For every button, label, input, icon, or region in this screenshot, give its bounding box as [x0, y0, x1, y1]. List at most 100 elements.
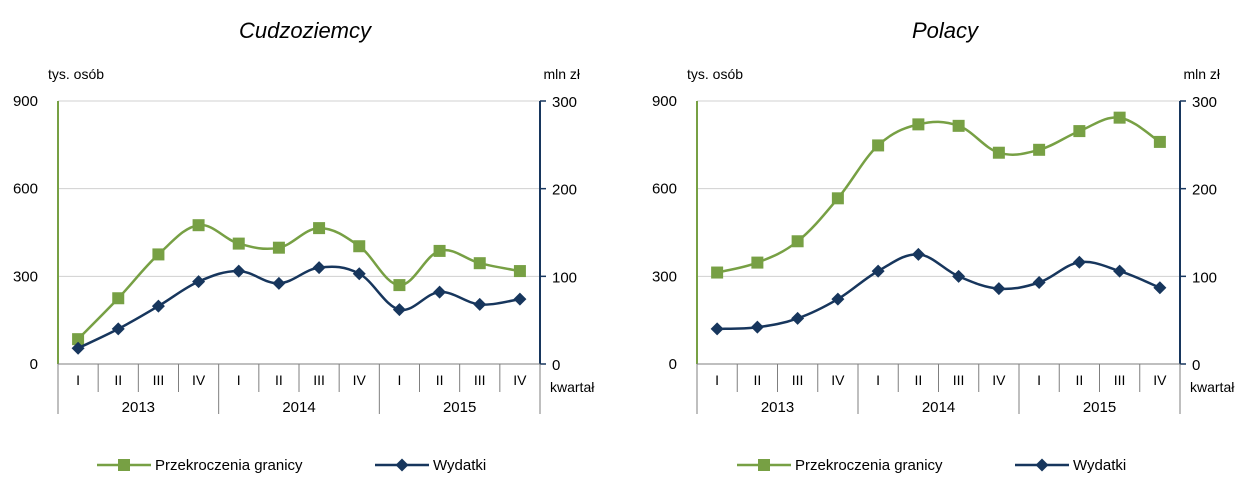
y2-tick-label: 0 [552, 357, 560, 374]
y-axis-label: tys. osób [687, 66, 743, 82]
data-point-diamond [911, 247, 925, 261]
y2-tick-label: 100 [552, 269, 577, 286]
y-tick-label: 900 [13, 93, 38, 110]
data-point-square [791, 235, 804, 248]
x-tick-label: I [237, 372, 241, 388]
x-axis-label: kwartał [550, 379, 595, 395]
x-tick-label: IV [513, 372, 527, 388]
y-tick-label: 300 [652, 268, 677, 285]
y-tick-label: 600 [13, 181, 38, 198]
data-point-diamond [871, 264, 885, 278]
chart-panel-0: Cudzoziemcy tys. osób mln zł 0 300 600 900 0 100… [13, 18, 595, 474]
data-point-square [1153, 135, 1166, 148]
data-point-square [72, 333, 85, 346]
data-point-square [393, 279, 406, 292]
data-point-square [831, 192, 844, 205]
data-point-square [711, 266, 724, 279]
series-line [717, 253, 1161, 331]
year-label: 2015 [1083, 399, 1116, 416]
data-point-square [192, 219, 205, 232]
y2-tick-label: 0 [1192, 357, 1200, 374]
data-point-square [513, 265, 526, 278]
data-point-diamond [71, 341, 85, 355]
data-point-diamond [1072, 255, 1086, 269]
data-point-diamond [111, 322, 125, 336]
data-point-diamond [473, 297, 487, 311]
data-point-diamond [151, 299, 165, 313]
y2-tick-label: 100 [1192, 269, 1217, 286]
x-tick-label: IV [1153, 372, 1167, 388]
legend-square-marker [758, 459, 770, 471]
x-tick-label: III [1114, 372, 1126, 388]
x-tick-label: III [474, 372, 486, 388]
y2-tick-label: 300 [1192, 94, 1217, 111]
legend-square-marker [118, 459, 130, 471]
data-point-square [232, 237, 245, 250]
data-point-diamond [392, 303, 406, 317]
data-point-square [1113, 111, 1126, 124]
data-point-square [272, 241, 285, 254]
x-tick-label: II [753, 372, 761, 388]
data-point-diamond [232, 264, 246, 278]
data-point-square [433, 244, 446, 257]
data-point-diamond [952, 269, 966, 283]
x-tick-label: IV [992, 372, 1006, 388]
year-label: 2014 [922, 399, 955, 416]
x-tick-label: I [397, 372, 401, 388]
x-tick-label: II [436, 372, 444, 388]
legend-label: Przekroczenia granicy [155, 457, 303, 474]
x-tick-label: II [275, 372, 283, 388]
data-point-diamond [831, 292, 845, 306]
data-point-square [751, 256, 764, 269]
y2-axis-label: mln zł [1183, 66, 1220, 82]
x-tick-label: II [1075, 372, 1083, 388]
y-axis-label: tys. osób [48, 66, 104, 82]
y-tick-label: 0 [30, 356, 38, 373]
data-point-diamond [192, 275, 206, 289]
data-point-diamond [272, 276, 286, 290]
data-point-square [872, 139, 885, 152]
data-point-square [152, 248, 165, 261]
year-label: 2013 [122, 399, 155, 416]
x-tick-label: I [1037, 372, 1041, 388]
x-tick-label: II [914, 372, 922, 388]
y-tick-label: 0 [669, 356, 677, 373]
x-tick-label: III [313, 372, 325, 388]
data-point-diamond [710, 322, 724, 336]
data-point-diamond [1113, 264, 1127, 278]
data-point-square [952, 119, 965, 132]
legend-label: Wydatki [433, 457, 486, 474]
year-label: 2014 [282, 399, 315, 416]
y2-axis-label: mln zł [543, 66, 580, 82]
data-point-square [473, 257, 486, 270]
legend-diamond-marker [395, 458, 409, 472]
series-line [77, 265, 521, 350]
legend-label: Przekroczenia granicy [795, 457, 943, 474]
data-point-diamond [992, 282, 1006, 296]
x-tick-label: III [953, 372, 965, 388]
data-point-square [313, 222, 326, 235]
chart-title: Cudzoziemcy [239, 18, 373, 43]
x-tick-label: IV [831, 372, 845, 388]
y2-tick-label: 300 [552, 94, 577, 111]
chart-panel-1: Polacy tys. osób mln zł 0 300 600 900 0 100 200 30… [652, 18, 1235, 474]
year-label: 2013 [761, 399, 794, 416]
data-point-square [912, 118, 925, 131]
legend-diamond-marker [1035, 458, 1049, 472]
x-tick-label: IV [353, 372, 367, 388]
data-point-diamond [433, 285, 447, 299]
data-point-square [1073, 125, 1086, 138]
x-tick-label: III [153, 372, 165, 388]
data-point-diamond [750, 320, 764, 334]
y-tick-label: 900 [652, 93, 677, 110]
chart-title: Polacy [912, 18, 980, 43]
data-point-square [112, 292, 125, 305]
data-point-diamond [352, 267, 366, 281]
data-point-square [353, 240, 366, 253]
x-tick-label: II [114, 372, 122, 388]
y2-tick-label: 200 [1192, 182, 1217, 199]
x-tick-label: I [715, 372, 719, 388]
data-point-square [1033, 143, 1046, 156]
series-line [716, 116, 1161, 274]
